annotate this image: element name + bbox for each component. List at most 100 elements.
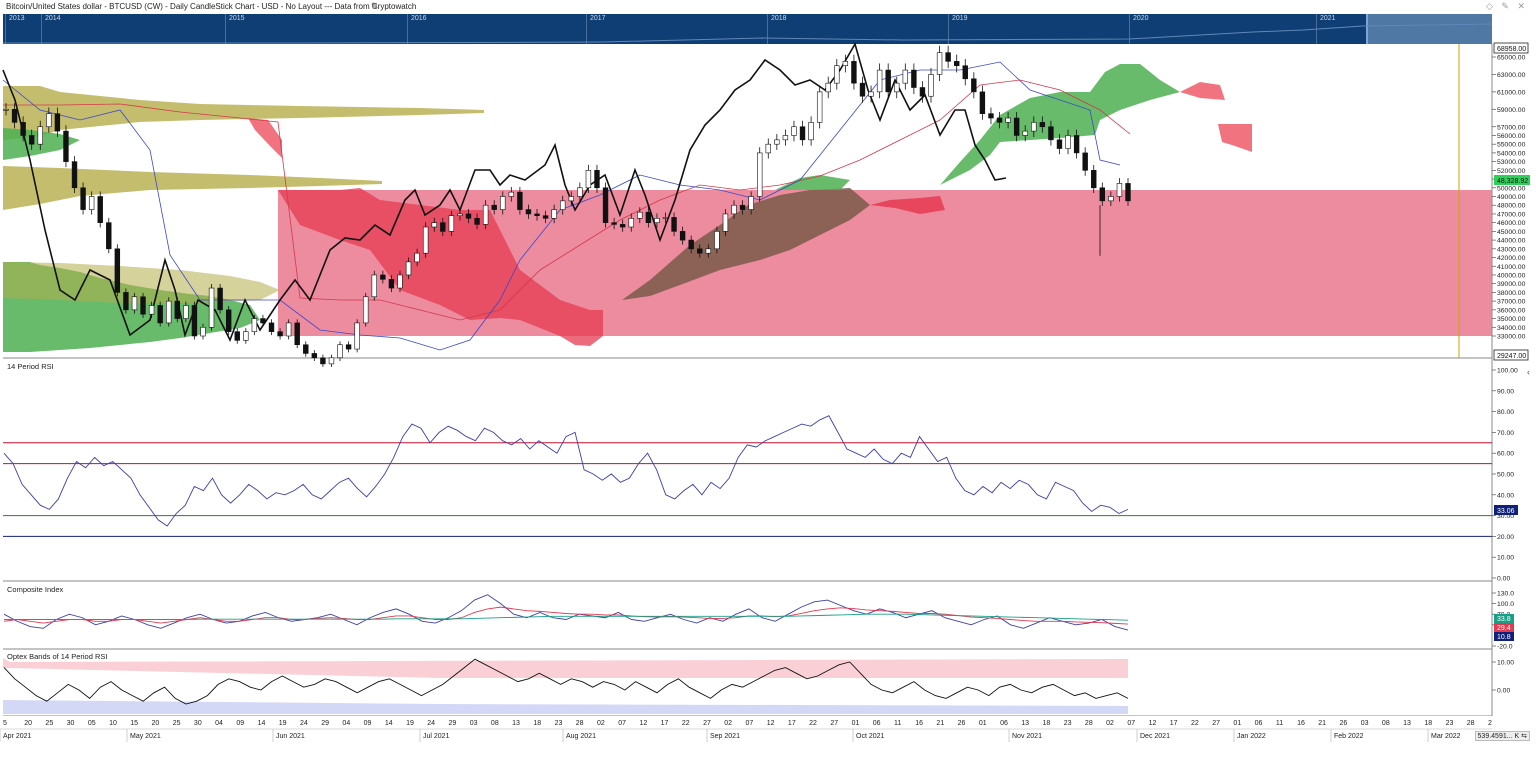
chevron-left-icon[interactable]: ‹: [1527, 367, 1530, 377]
price-tick-label: 61000.00: [1497, 89, 1526, 96]
candle-body: [474, 217, 480, 225]
navigator-strip[interactable]: 2013 2014 2015 2016 2017 2018 2019 2020 2021: [3, 14, 1492, 44]
day-tick-label: 21: [936, 720, 944, 727]
candle-body: [1056, 139, 1063, 149]
navigator-year-label[interactable]: 2020: [1133, 15, 1149, 22]
composite-badge-3: 10.8: [1497, 634, 1511, 641]
day-tick-label: 01: [1233, 720, 1241, 727]
navigator-year-label[interactable]: 2019: [952, 15, 968, 22]
candle-body: [517, 191, 523, 210]
day-tick-label: 18: [1424, 720, 1432, 727]
candle-body: [577, 187, 583, 197]
candle-body: [534, 213, 540, 216]
candle-body: [414, 252, 420, 263]
candle-body: [123, 292, 129, 311]
candle-body: [654, 217, 660, 223]
navigator-year-label[interactable]: 2017: [590, 15, 606, 22]
price-tick-label: 46000.00: [1497, 220, 1526, 227]
price-tick-label: 48000.00: [1497, 203, 1526, 210]
candle-body: [894, 82, 900, 93]
optex-tick-label: 10.00: [1497, 660, 1514, 667]
candle-body: [876, 69, 883, 93]
candle-body: [500, 196, 506, 210]
candle-body: [80, 187, 86, 210]
month-label: Jan 2022: [1237, 733, 1266, 740]
navigator-year-label[interactable]: 2013: [9, 15, 25, 22]
composite-tick-label: 130.0: [1497, 591, 1514, 598]
day-tick-label: 22: [809, 720, 817, 727]
rsi-tick-label: 90.00: [1497, 388, 1514, 395]
window-controls[interactable]: ◇ ✎ ✕: [1485, 1, 1528, 11]
candle-body: [166, 300, 172, 324]
candle-body: [919, 87, 926, 97]
day-tick-label: 13: [512, 720, 520, 727]
composite-tick-label: -20.0: [1497, 644, 1513, 651]
chart-canvas[interactable]: 65000.00 63000.00 61000.00 59000.00 57000.00…: [0, 0, 1536, 716]
candle-body: [799, 126, 806, 141]
day-tick-label: 01: [852, 720, 860, 727]
zoom-value: 539.4591...: [1477, 733, 1513, 740]
candle-body: [560, 200, 566, 210]
candle-body: [183, 305, 189, 319]
day-tick-label: 27: [830, 720, 838, 727]
month-label: Jul 2021: [423, 733, 450, 740]
navigator-year-label[interactable]: 2015: [229, 15, 245, 22]
candle-body: [405, 261, 412, 276]
price-tick-label: 63000.00: [1497, 72, 1526, 79]
day-tick-label: 20: [152, 720, 160, 727]
candle-body: [679, 231, 686, 241]
candle-body: [979, 91, 986, 114]
price-tick-label: 38000.00: [1497, 290, 1526, 297]
candle-body: [354, 322, 360, 350]
candle-body: [148, 305, 155, 315]
candle-body: [97, 196, 103, 223]
day-tick-label: 07: [618, 720, 626, 727]
candle-body: [114, 248, 121, 293]
composite-badge-1: 33.8: [1497, 616, 1511, 623]
rsi-tick-label: 20.00: [1497, 534, 1514, 541]
navigator-year-divider: [767, 14, 768, 44]
candle-body: [422, 226, 429, 254]
time-axis[interactable]: 5 20 25 30 05 10 15 20 25 30 04 09 14 19 24 29 04 09 14 19 2…: [0, 716, 1536, 755]
candle-body: [54, 113, 61, 132]
day-tick-label: 11: [1276, 720, 1283, 727]
day-tick-label: 30: [194, 720, 202, 727]
candle-body: [234, 331, 240, 341]
volume-profile-upper: [3, 86, 484, 140]
optex-tick-label: 0.00: [1497, 688, 1510, 695]
day-tick-label: 12: [1149, 720, 1157, 727]
candle-body: [294, 322, 300, 346]
candle-body: [140, 296, 146, 315]
day-tick-label: 24: [300, 720, 308, 727]
navigator-year-label[interactable]: 2014: [45, 15, 61, 22]
navigator-window[interactable]: [1366, 14, 1492, 44]
candle-body: [268, 322, 275, 332]
candle-body: [88, 196, 95, 210]
navigator-year-label[interactable]: 2021: [1320, 15, 1336, 22]
navigator-year-label[interactable]: 2016: [411, 15, 427, 22]
rsi-tick-label: 80.00: [1497, 409, 1514, 416]
composite-tick-label: 100.0: [1497, 601, 1514, 608]
candle-body: [191, 305, 198, 337]
price-tick-label: 47000.00: [1497, 211, 1526, 218]
navigator-year-label[interactable]: 2018: [771, 15, 787, 22]
composite-panel-label: Composite Index: [7, 585, 64, 594]
candle-body: [902, 69, 909, 84]
candle-body: [996, 117, 1003, 123]
day-tick-label: 08: [491, 720, 499, 727]
candle-body: [371, 274, 377, 298]
candle-body: [1073, 135, 1080, 154]
day-tick-label: 01: [979, 720, 987, 727]
pencil-icon[interactable]: ✎: [371, 1, 379, 11]
zoom-control[interactable]: 539.4591... K ⇆: [1474, 731, 1530, 741]
rsi-tick-label: 30.00: [1497, 513, 1514, 520]
candle-body: [859, 82, 866, 97]
day-tick-label: 25: [173, 720, 181, 727]
candle-body: [611, 222, 617, 225]
candle-body: [1091, 170, 1097, 189]
zoom-buttons[interactable]: K ⇆: [1514, 733, 1527, 740]
candle-body: [174, 300, 180, 319]
candle-body: [1108, 196, 1114, 202]
candle-body: [988, 113, 994, 119]
day-tick-label: 22: [682, 720, 690, 727]
